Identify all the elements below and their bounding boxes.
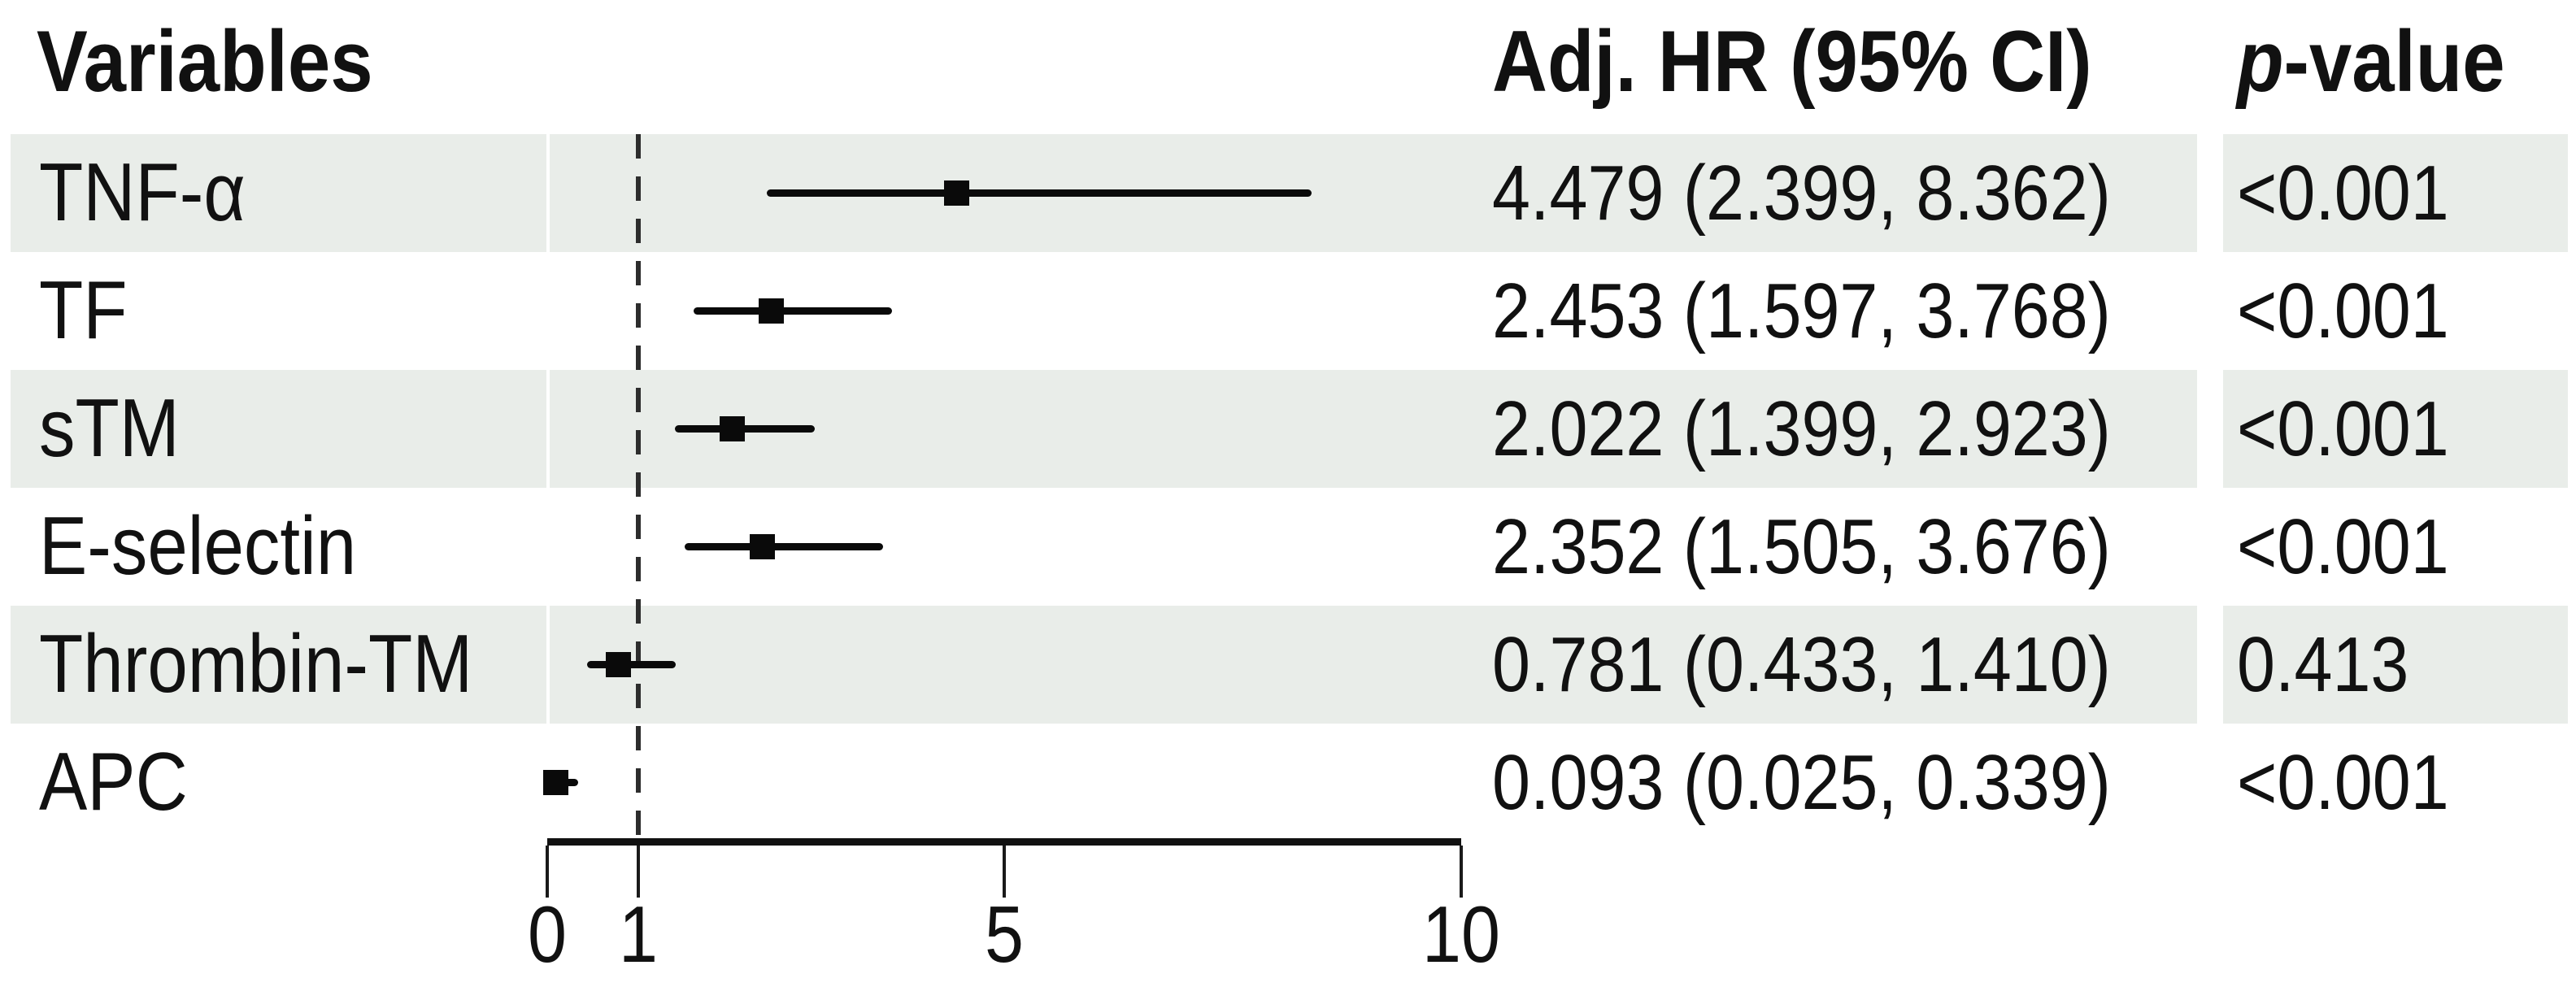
variable-label: Thrombin-TM — [39, 619, 473, 710]
p-value: <0.001 — [2237, 267, 2449, 354]
row-stripe — [11, 370, 546, 488]
column-header-adj-hr: Adj. HR (95% CI) — [1492, 12, 2092, 110]
p-value: <0.001 — [2237, 738, 2449, 826]
row-stripe — [2223, 370, 2568, 488]
p-value-header-rest: -value — [2283, 12, 2505, 110]
row-stripe — [550, 370, 2197, 488]
p-value-header-italic-p: p — [2237, 12, 2284, 110]
x-axis-tick — [546, 846, 549, 898]
p-value: <0.001 — [2237, 502, 2449, 590]
x-axis-tick-label: 0 — [528, 889, 567, 979]
point-estimate-marker — [759, 298, 785, 324]
x-axis-tick-label: 10 — [1422, 889, 1500, 979]
hr-ci-value: 0.093 (0.025, 0.339) — [1492, 738, 2111, 826]
point-estimate-marker — [943, 180, 969, 206]
row-stripe — [550, 606, 2197, 724]
row-stripe — [2223, 134, 2568, 252]
ci-whisker — [586, 661, 677, 668]
x-axis-tick — [637, 846, 641, 898]
ci-whisker — [685, 543, 884, 550]
point-estimate-marker — [542, 770, 568, 795]
x-axis-tick — [1003, 846, 1006, 898]
hr-ci-value: 0.781 (0.433, 1.410) — [1492, 620, 2111, 708]
p-value: 0.413 — [2237, 620, 2409, 708]
x-axis-tick-label: 5 — [985, 889, 1024, 979]
variable-label: APC — [39, 737, 188, 828]
variable-label: sTM — [39, 383, 180, 474]
row-stripe — [2223, 606, 2568, 724]
column-header-variables: Variables — [37, 12, 373, 110]
p-value: <0.001 — [2237, 385, 2449, 472]
ci-whisker — [693, 307, 892, 315]
hr-ci-value: 2.453 (1.597, 3.768) — [1492, 267, 2111, 354]
ci-whisker — [766, 189, 1312, 197]
variable-label: E-selectin — [39, 501, 357, 592]
reference-line-hr-1 — [636, 134, 642, 841]
p-value: <0.001 — [2237, 149, 2449, 237]
point-estimate-marker — [749, 534, 775, 559]
hr-ci-value: 2.352 (1.505, 3.676) — [1492, 502, 2111, 590]
variable-label: TF — [39, 265, 128, 356]
point-estimate-marker — [719, 416, 745, 441]
point-estimate-marker — [606, 652, 632, 677]
ci-whisker — [675, 425, 815, 433]
hr-ci-value: 2.022 (1.399, 2.923) — [1492, 385, 2111, 472]
row-stripe — [11, 134, 546, 252]
column-header-p-value: p -value — [2237, 18, 2505, 109]
x-axis-line — [547, 838, 1461, 846]
x-axis-tick-label: 1 — [619, 889, 659, 979]
hr-ci-value: 4.479 (2.399, 8.362) — [1492, 149, 2111, 237]
x-axis-tick — [1460, 846, 1463, 898]
variable-label: TNF-α — [39, 147, 246, 238]
row-stripe — [11, 606, 546, 724]
